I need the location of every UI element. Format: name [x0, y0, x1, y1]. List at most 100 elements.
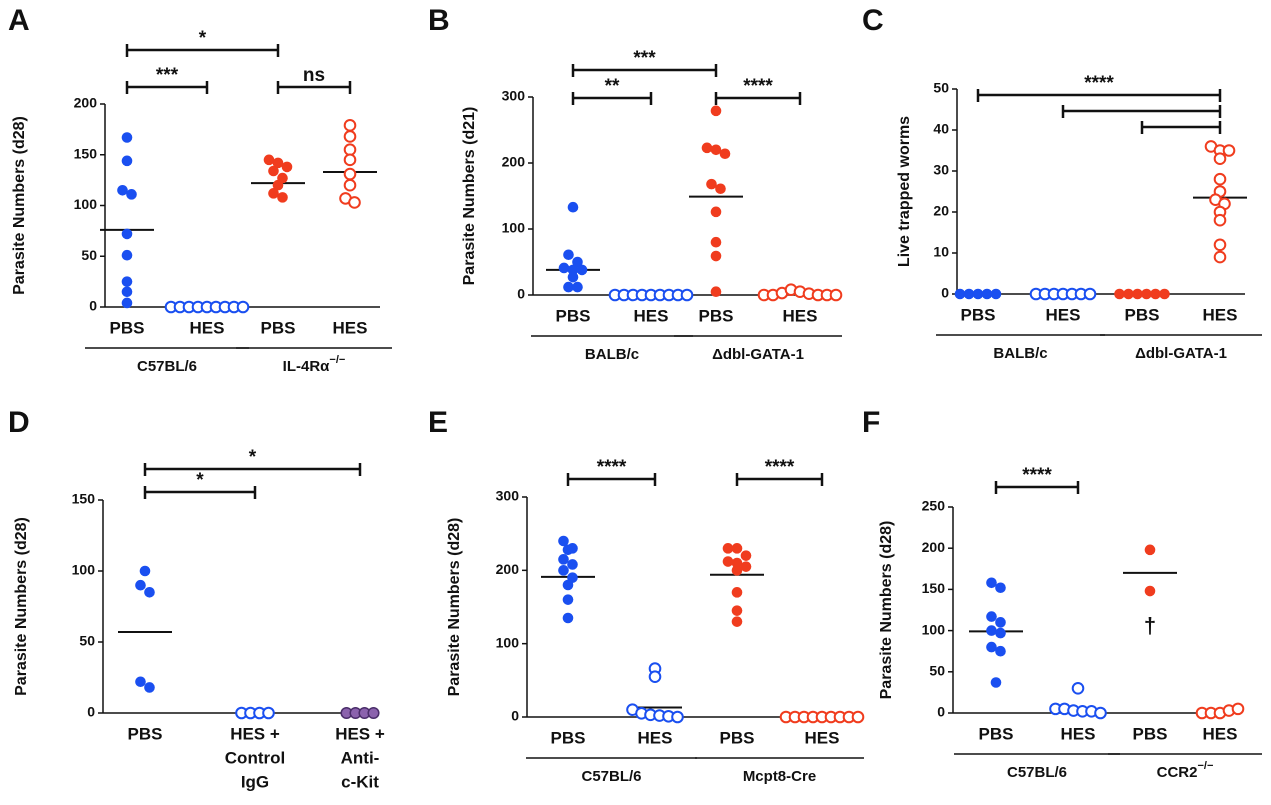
y-tick-label: 0	[937, 704, 945, 720]
data-point	[715, 183, 726, 195]
group-label-sup: −/−	[329, 354, 345, 366]
data-point	[1123, 288, 1134, 300]
data-point	[263, 154, 275, 166]
x-tick-label: PBS	[1133, 724, 1168, 743]
data-point	[954, 288, 966, 300]
y-tick-label: 150	[72, 491, 96, 507]
data-point	[1213, 172, 1227, 186]
x-tick-label: PBS	[261, 318, 296, 337]
data-point	[1071, 681, 1085, 695]
data-point	[1222, 144, 1236, 157]
group-label-text: CCR2	[1157, 764, 1198, 781]
data-point	[1083, 287, 1097, 301]
data-point	[680, 288, 694, 302]
data-point	[829, 288, 843, 302]
significance-label: ****	[1022, 465, 1052, 486]
data-point	[558, 535, 569, 547]
data-point	[1144, 585, 1156, 597]
data-point	[567, 201, 579, 213]
data-point	[343, 167, 357, 181]
data-point	[268, 188, 279, 199]
data-point	[563, 249, 574, 261]
data-point	[1213, 238, 1227, 252]
y-tick-label: 200	[922, 539, 946, 555]
y-tick-label: 100	[74, 196, 98, 212]
x-tick-label: HES	[634, 306, 669, 325]
significance-label: ns	[303, 65, 325, 86]
data-point	[121, 249, 133, 261]
y-tick-label: 10	[933, 244, 949, 260]
x-tick-label: HES	[333, 318, 368, 337]
group-label: Δdbl-GATA-1	[712, 346, 804, 363]
data-point	[117, 184, 128, 196]
data-point	[572, 281, 583, 293]
data-point	[722, 543, 734, 554]
data-point	[562, 579, 574, 591]
x-tick-label: HES +	[335, 724, 385, 743]
data-point	[1144, 544, 1156, 556]
data-point	[1150, 288, 1161, 300]
y-tick-label: 200	[496, 561, 520, 577]
data-point	[144, 682, 155, 693]
data-point	[986, 611, 997, 622]
data-point	[272, 179, 284, 191]
y-tick-label: 0	[89, 298, 97, 314]
data-point	[995, 627, 1006, 639]
panel-label: D	[8, 406, 30, 439]
data-point	[1213, 213, 1227, 227]
y-tick-label: 200	[502, 154, 526, 170]
data-point	[710, 105, 722, 117]
group-label-text: Δdbl-GATA-1	[712, 346, 804, 363]
x-tick-label: IgG	[241, 772, 269, 791]
x-tick-label: HES	[1061, 724, 1096, 743]
data-point	[1114, 288, 1125, 300]
data-point	[135, 676, 146, 688]
panel-label: A	[8, 4, 30, 37]
data-point	[558, 262, 570, 274]
y-tick-label: 50	[929, 663, 945, 679]
y-axis-label: Parasite Numbers (d28)	[11, 116, 28, 295]
data-point	[1159, 288, 1170, 300]
x-tick-label: PBS	[556, 306, 591, 325]
y-axis-label: Parasite Numbers (d28)	[878, 521, 895, 700]
data-point	[972, 288, 984, 300]
data-point	[990, 677, 1002, 688]
y-axis-label: Parasite Numbers (d28)	[13, 517, 30, 696]
data-point	[1132, 288, 1143, 300]
x-tick-label: PBS	[1125, 305, 1160, 324]
data-point	[567, 271, 579, 283]
group-label: CCR2−/−	[1157, 760, 1214, 781]
data-point	[343, 130, 357, 143]
group-label-text: IL-4Rα	[283, 358, 331, 375]
y-tick-label: 300	[496, 488, 520, 504]
data-point	[562, 612, 574, 624]
significance-label: *	[199, 28, 207, 49]
x-tick-label: PBS	[128, 724, 163, 743]
data-point	[343, 119, 357, 132]
data-point	[572, 256, 583, 268]
data-point	[722, 556, 734, 567]
data-point	[139, 565, 151, 577]
data-point	[710, 144, 722, 156]
group-label: BALB/c	[993, 345, 1047, 362]
data-point	[851, 710, 865, 724]
data-point	[986, 641, 997, 653]
x-tick-label: HES	[805, 728, 840, 747]
y-tick-label: 0	[941, 285, 949, 301]
data-point	[963, 288, 975, 300]
data-point	[990, 288, 1002, 300]
significance-label: ****	[765, 457, 795, 478]
data-point	[121, 132, 133, 143]
group-label: C57BL/6	[137, 358, 197, 375]
data-point	[567, 264, 579, 276]
data-point	[343, 178, 357, 192]
significance-label: ***	[633, 48, 656, 69]
data-point	[731, 565, 743, 576]
data-point	[144, 587, 155, 598]
panel-label: E	[428, 406, 448, 439]
data-point	[562, 544, 574, 556]
significance-label: *	[249, 447, 257, 468]
y-tick-label: 100	[496, 634, 520, 650]
significance-label: **	[605, 76, 620, 97]
